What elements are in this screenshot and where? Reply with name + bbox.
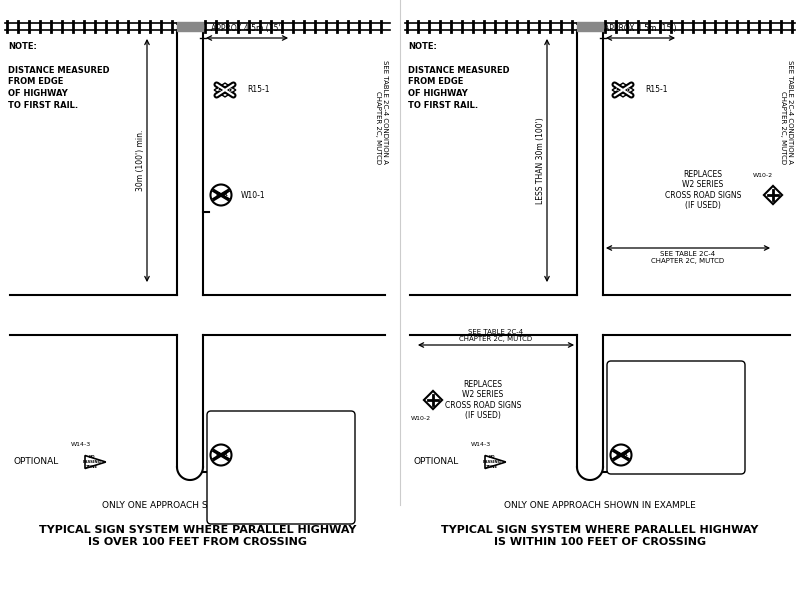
Text: NOTE:

DISTANCE MEASURED
FROM EDGE
OF HIGHWAY
TO FIRST RAIL.: NOTE: DISTANCE MEASURED FROM EDGE OF HIG… <box>408 42 510 110</box>
Text: W14-3: W14-3 <box>71 442 91 447</box>
Circle shape <box>210 184 231 205</box>
Text: R: R <box>615 453 620 458</box>
Text: G: G <box>626 88 630 93</box>
Polygon shape <box>764 186 782 204</box>
Text: NOTE:

PAVEMENT MARKING
NOT SHOWN
FOR CLARITY: NOTE: PAVEMENT MARKING NOT SHOWN FOR CLA… <box>623 389 729 445</box>
Text: SEE TABLE 2C-4
CHAPTER 2C, MUTCD: SEE TABLE 2C-4 CHAPTER 2C, MUTCD <box>651 251 725 264</box>
Text: W10-1: W10-1 <box>241 450 266 459</box>
FancyBboxPatch shape <box>207 411 355 524</box>
Text: 30m (100') min.: 30m (100') min. <box>136 130 145 191</box>
Text: ONLY ONE APPROACH SHOWN IN EXAMPLE: ONLY ONE APPROACH SHOWN IN EXAMPLE <box>102 500 294 509</box>
Text: G: G <box>229 88 232 93</box>
Polygon shape <box>85 456 106 468</box>
Circle shape <box>210 444 231 465</box>
Text: W10-2: W10-2 <box>411 416 431 421</box>
Text: R15-1: R15-1 <box>247 85 270 95</box>
Text: REPLACES
W2 SERIES
CROSS ROAD SIGNS
(IF USED): REPLACES W2 SERIES CROSS ROAD SIGNS (IF … <box>445 380 521 420</box>
Text: C: C <box>218 87 222 92</box>
Text: W10-2: W10-2 <box>753 173 773 178</box>
Polygon shape <box>485 456 506 468</box>
Text: SEE TABLE 2C-4
CHAPTER 2C, MUTCD: SEE TABLE 2C-4 CHAPTER 2C, MUTCD <box>459 329 533 342</box>
Text: ONLY ONE APPROACH SHOWN IN EXAMPLE: ONLY ONE APPROACH SHOWN IN EXAMPLE <box>504 500 696 509</box>
Polygon shape <box>612 83 634 97</box>
Text: R: R <box>222 453 227 458</box>
Text: TYPICAL SIGN SYSTEM WHERE PARALLEL HIGHWAY
IS WITHIN 100 FEET OF CROSSING: TYPICAL SIGN SYSTEM WHERE PARALLEL HIGHW… <box>442 525 758 547</box>
Polygon shape <box>214 83 236 97</box>
Text: R15-1: R15-1 <box>645 85 667 95</box>
Text: NO
PASSING
ZONE: NO PASSING ZONE <box>482 455 502 468</box>
Text: OPTIONAL: OPTIONAL <box>13 458 58 467</box>
Text: R: R <box>215 193 220 197</box>
Text: SEE TABLE 2C-4 CONDITION A
CHAPTER 2C, MUTCD: SEE TABLE 2C-4 CONDITION A CHAPTER 2C, M… <box>780 60 793 164</box>
Text: REPLACES
W2 SERIES
CROSS ROAD SIGNS
(IF USED): REPLACES W2 SERIES CROSS ROAD SIGNS (IF … <box>665 170 741 210</box>
Circle shape <box>610 444 631 465</box>
Text: SEE TABLE 2C-4 CONDITION A
CHAPTER 2C, MUTCD: SEE TABLE 2C-4 CONDITION A CHAPTER 2C, M… <box>375 60 388 164</box>
Text: LESS THAN 30m (100'): LESS THAN 30m (100') <box>536 117 545 204</box>
Text: NOTE:

PAVEMENT MARKING
NOT SHOWN
FOR CLARITY: NOTE: PAVEMENT MARKING NOT SHOWN FOR CLA… <box>228 439 334 495</box>
Text: W14-3: W14-3 <box>471 442 491 447</box>
Text: APPROX 4.5m (15'): APPROX 4.5m (15') <box>210 24 283 33</box>
Text: TYPICAL SIGN SYSTEM WHERE PARALLEL HIGHWAY
IS OVER 100 FEET FROM CROSSING: TYPICAL SIGN SYSTEM WHERE PARALLEL HIGHW… <box>39 525 356 547</box>
Text: R: R <box>222 193 227 197</box>
Polygon shape <box>424 391 442 409</box>
Text: APPROX 4.5m (15'): APPROX 4.5m (15') <box>604 24 677 33</box>
Text: NO
PASSING
ZONE: NO PASSING ZONE <box>82 455 102 468</box>
Text: W10-1: W10-1 <box>241 190 266 199</box>
Text: R: R <box>215 453 220 458</box>
Text: C: C <box>616 87 619 92</box>
Text: R: R <box>622 453 627 458</box>
Text: OPTIONAL: OPTIONAL <box>413 458 458 467</box>
FancyBboxPatch shape <box>607 361 745 474</box>
Text: W10-1: W10-1 <box>641 450 666 459</box>
Text: NOTE:

DISTANCE MEASURED
FROM EDGE
OF HIGHWAY
TO FIRST RAIL.: NOTE: DISTANCE MEASURED FROM EDGE OF HIG… <box>8 42 110 110</box>
